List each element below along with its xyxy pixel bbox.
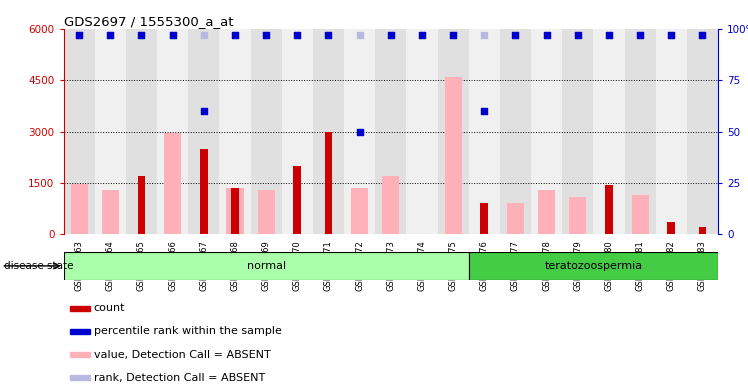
Bar (325, 131, 332, 234)
Bar (102, 190, 119, 234)
Bar (293, 166, 301, 234)
Point (322, 32, 334, 38)
Point (447, 32, 459, 38)
Bar (282, 29, 313, 234)
Bar (227, 188, 244, 234)
Bar (444, 77, 462, 234)
Point (135, 32, 147, 38)
Point (104, 32, 116, 38)
Bar (687, 29, 718, 234)
Bar (70, 184, 88, 234)
Bar (126, 29, 157, 234)
Point (73, 32, 85, 38)
Point (135, 32, 147, 38)
Point (541, 32, 553, 38)
Point (478, 108, 490, 114)
Point (665, 32, 677, 38)
Text: disease state: disease state (4, 261, 73, 271)
Text: value, Detection Call = ABSENT: value, Detection Call = ABSENT (94, 349, 270, 359)
Bar (157, 29, 188, 234)
Point (354, 128, 366, 135)
Bar (251, 29, 282, 234)
Bar (231, 188, 239, 234)
Point (197, 32, 209, 38)
Point (571, 32, 583, 38)
Point (291, 32, 303, 38)
Bar (344, 29, 375, 234)
Bar (699, 227, 706, 234)
Bar (656, 29, 687, 234)
Point (73, 32, 85, 38)
Bar (605, 185, 613, 234)
Bar (200, 149, 208, 234)
Bar (70, 352, 90, 357)
Bar (375, 29, 406, 234)
Bar (351, 188, 368, 234)
Point (322, 32, 334, 38)
Point (416, 32, 428, 38)
Point (104, 32, 116, 38)
Bar (531, 29, 562, 234)
Bar (538, 190, 555, 234)
Bar (64, 29, 95, 234)
Text: percentile rank within the sample: percentile rank within the sample (94, 326, 281, 336)
Point (509, 32, 521, 38)
Bar (313, 29, 344, 234)
Point (167, 32, 179, 38)
Bar (469, 252, 718, 280)
Point (260, 32, 272, 38)
Point (229, 32, 241, 38)
Point (229, 32, 241, 38)
Point (603, 32, 615, 38)
Point (478, 32, 490, 38)
Point (384, 32, 396, 38)
Bar (469, 29, 500, 234)
Text: rank, Detection Call = ABSENT: rank, Detection Call = ABSENT (94, 372, 265, 382)
Bar (480, 204, 488, 234)
Point (634, 32, 646, 38)
Point (416, 32, 428, 38)
Text: teratozoospermia: teratozoospermia (545, 261, 643, 271)
Bar (593, 29, 625, 234)
Bar (406, 29, 438, 234)
Point (696, 32, 708, 38)
Bar (219, 29, 251, 234)
Text: normal: normal (247, 261, 286, 271)
Point (634, 32, 646, 38)
Bar (500, 29, 531, 234)
Point (696, 32, 708, 38)
Bar (164, 133, 181, 234)
Point (197, 108, 209, 114)
Bar (667, 222, 675, 234)
Point (509, 32, 521, 38)
Bar (138, 176, 145, 234)
Point (384, 32, 396, 38)
Point (291, 32, 303, 38)
Point (603, 32, 615, 38)
Bar (507, 204, 524, 234)
Point (354, 32, 366, 38)
Point (571, 32, 583, 38)
Bar (70, 329, 90, 334)
Bar (569, 197, 586, 234)
Bar (64, 252, 469, 280)
Bar (444, 89, 462, 234)
Bar (382, 176, 399, 234)
Point (260, 32, 272, 38)
Bar (562, 29, 593, 234)
Point (167, 32, 179, 38)
Text: count: count (94, 303, 125, 313)
Point (665, 32, 677, 38)
Bar (70, 375, 90, 380)
Bar (438, 29, 469, 234)
Bar (631, 195, 649, 234)
Point (541, 32, 553, 38)
Bar (257, 190, 275, 234)
Bar (70, 306, 90, 311)
Bar (95, 29, 126, 234)
Bar (188, 29, 219, 234)
Point (447, 32, 459, 38)
Bar (625, 29, 656, 234)
Text: GDS2697 / 1555300_a_at: GDS2697 / 1555300_a_at (64, 15, 233, 28)
